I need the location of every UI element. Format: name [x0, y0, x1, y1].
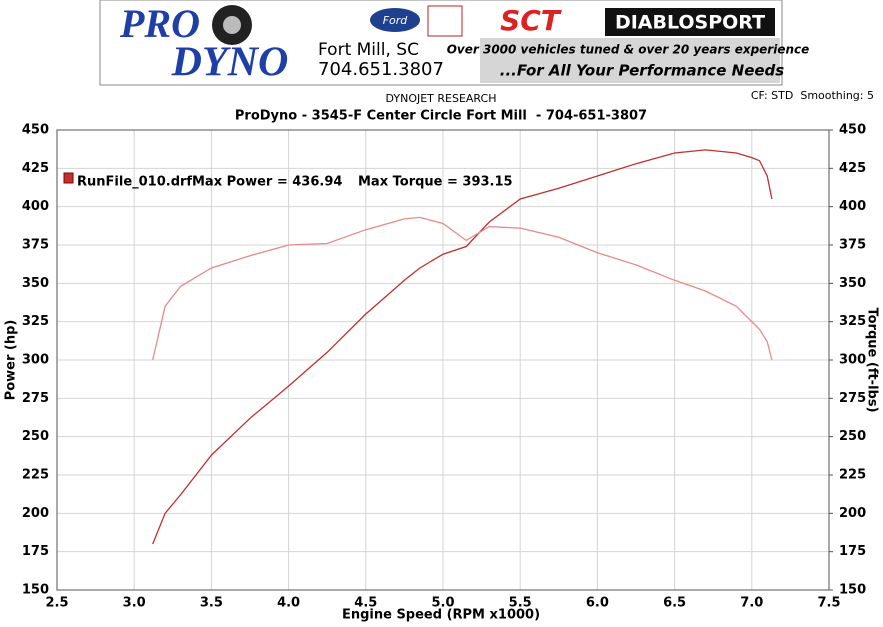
location: Fort Mill, SC	[318, 40, 419, 60]
brand-top: PRO	[119, 1, 200, 46]
x-tick-label: 3.5	[200, 596, 223, 611]
x-tick-label: 3.0	[123, 596, 146, 611]
y-tick-label: 400	[22, 199, 49, 214]
y-tick-label: 450	[22, 123, 49, 138]
y-tick-label: 350	[22, 276, 49, 291]
x-tick-label: 5.5	[509, 596, 532, 611]
y2-tick-label: 225	[839, 468, 866, 483]
brand-bottom: DYNO	[171, 40, 289, 86]
ford-logo	[370, 8, 420, 32]
annotation: Max Torque = 393.15	[358, 175, 513, 190]
sct-logo: SCT	[500, 4, 562, 37]
x-tick-label: 6.5	[663, 596, 686, 611]
ram-logo	[427, 5, 463, 37]
annotation: Max Power = 436.94	[192, 175, 342, 190]
y-tick-label: 275	[22, 391, 49, 406]
ford-text: Ford	[383, 14, 409, 27]
tagline-bg	[480, 38, 780, 83]
x-tick-label: 6.0	[586, 596, 609, 611]
x-tick-label: 4.0	[277, 596, 300, 611]
slogan: ...For All Your Performance Needs	[500, 62, 784, 80]
y2-tick-label: 275	[839, 391, 866, 406]
x-axis-title: Engine Speed (RPM x1000)	[342, 608, 540, 623]
y-tick-label: 200	[22, 506, 49, 521]
header: DYNOJET RESEARCH	[386, 92, 497, 105]
chart-title: ProDyno - 3545-F Center Circle Fort Mill…	[235, 109, 647, 124]
x-tick-label: 5.0	[431, 596, 454, 611]
y2-tick-label: 250	[839, 429, 866, 444]
y-tick-label: 175	[22, 544, 49, 559]
y-tick-label: 225	[22, 468, 49, 483]
y2-tick-label: 200	[839, 506, 866, 521]
x-tick-label: 7.0	[740, 596, 763, 611]
x-tick-label: 7.5	[817, 596, 840, 611]
y2-tick-label: 300	[839, 353, 866, 368]
y2-tick-label: 325	[839, 314, 866, 329]
diablo-logo-bg	[605, 8, 775, 36]
y-tick-label: 425	[22, 161, 49, 176]
legend-label: RunFile_010.drf	[77, 175, 192, 190]
data-line	[152, 216, 773, 361]
x-tick-label: 4.5	[354, 596, 377, 611]
y2-tick-label: 350	[839, 276, 866, 291]
y2-axis-title: Torque (ft-lbs)	[865, 307, 880, 412]
y2-tick-label: 150	[839, 583, 866, 598]
y-tick-label: 150	[22, 583, 49, 598]
diablo-logo: DIABLOSPORT	[615, 12, 765, 34]
y2-tick-label: 375	[839, 238, 866, 253]
tagline: Over 3000 vehicles tuned & over 20 years…	[447, 43, 810, 57]
y2-tick-label: 175	[839, 544, 866, 559]
y-axis-title: Power (hp)	[4, 320, 19, 401]
y2-tick-label: 450	[839, 123, 866, 138]
y-tick-label: 375	[22, 238, 49, 253]
y2-tick-label: 400	[839, 199, 866, 214]
tire-hub	[223, 16, 241, 34]
y2-tick-label: 425	[839, 161, 866, 176]
legend-swatch	[63, 172, 74, 184]
x-tick-label: 2.5	[45, 596, 68, 611]
y-tick-label: 250	[22, 429, 49, 444]
y-tick-label: 325	[22, 314, 49, 329]
settings: CF: STD Smoothing: 5	[751, 89, 874, 102]
phone: 704.651.3807	[318, 59, 444, 80]
y-tick-label: 300	[22, 353, 49, 368]
plot-border	[56, 129, 830, 591]
